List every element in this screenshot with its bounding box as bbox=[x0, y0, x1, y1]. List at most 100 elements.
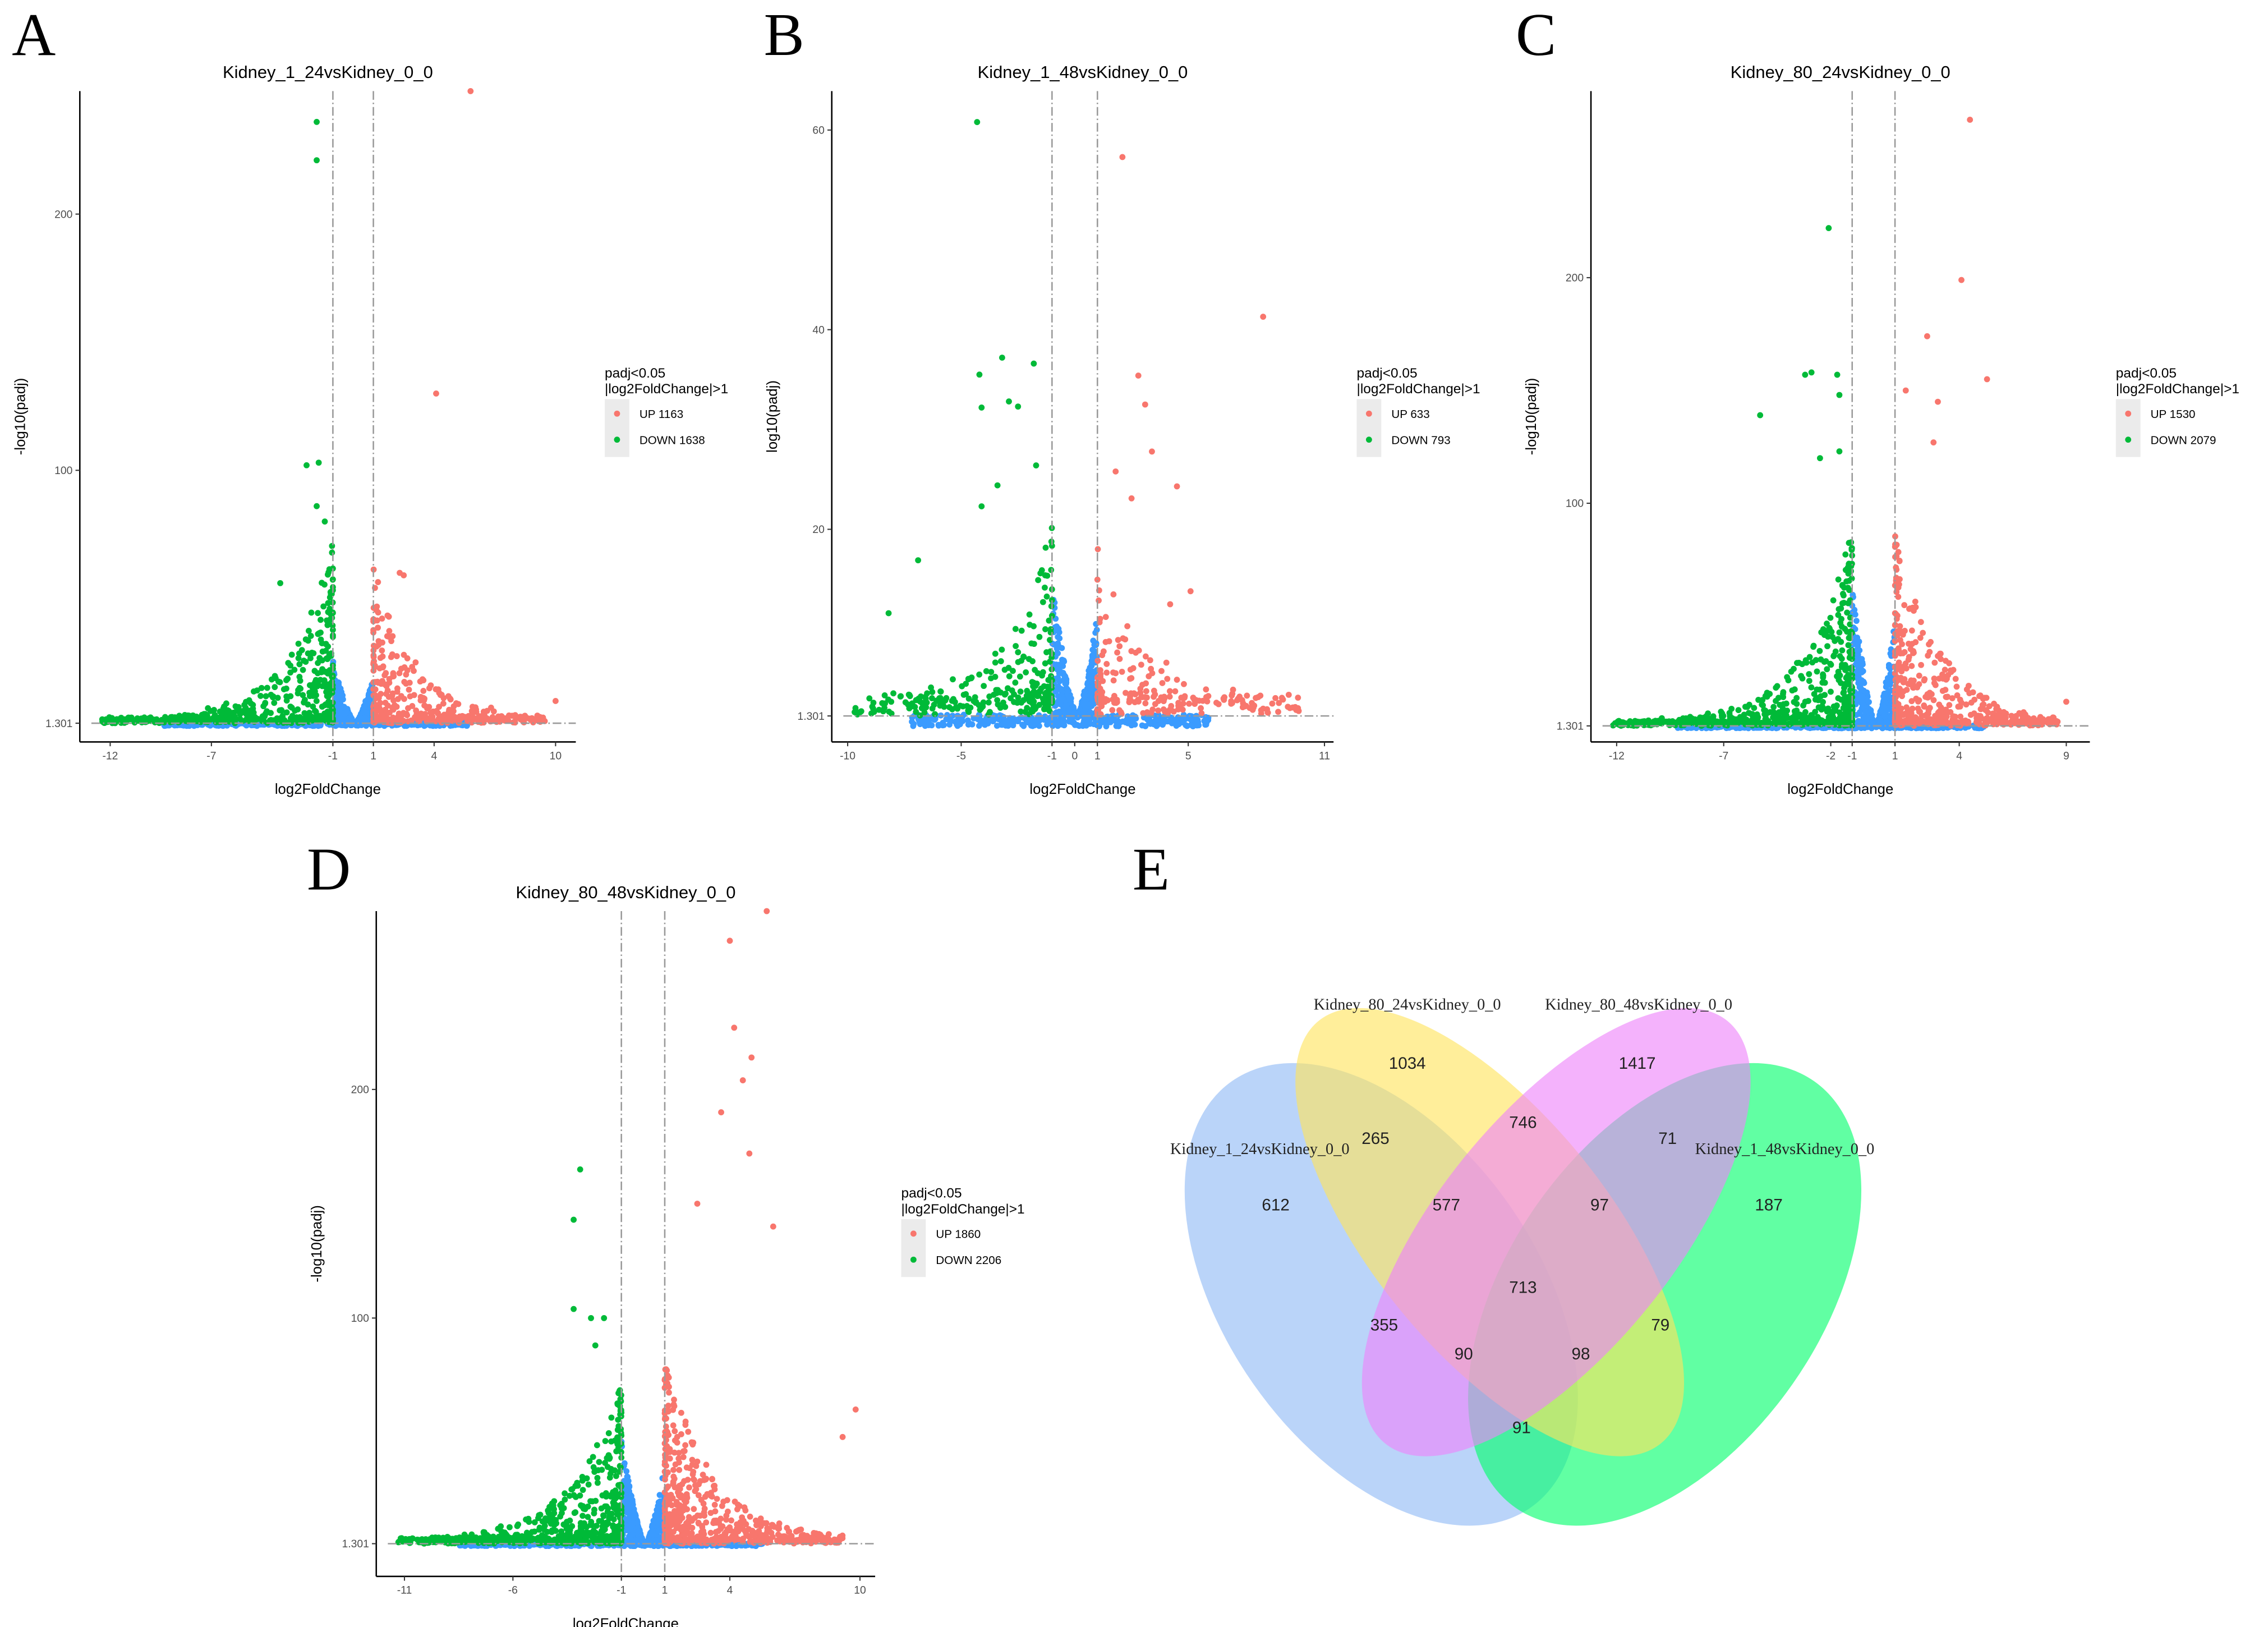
point-up bbox=[1251, 702, 1258, 709]
point-down bbox=[1041, 696, 1047, 702]
y-tick-label: 1.301 bbox=[797, 711, 824, 723]
point-up-outlier bbox=[433, 390, 439, 397]
point-up bbox=[1103, 669, 1110, 676]
legend-down-marker bbox=[1365, 436, 1372, 443]
point-down bbox=[109, 718, 116, 724]
point-down bbox=[1820, 672, 1827, 679]
point-up bbox=[1243, 702, 1249, 709]
point-up bbox=[1926, 649, 1933, 655]
y-tick-label: 1.301 bbox=[45, 718, 72, 730]
point-down-outlier bbox=[1825, 225, 1832, 231]
point-down bbox=[957, 702, 964, 709]
point-up bbox=[1953, 683, 1960, 690]
point-down bbox=[312, 688, 318, 695]
point-down bbox=[1047, 626, 1054, 633]
point-down bbox=[283, 709, 290, 716]
point-down bbox=[1770, 714, 1777, 721]
point-down-outlier bbox=[974, 119, 981, 125]
point-down bbox=[1838, 696, 1844, 703]
point-ns bbox=[1056, 644, 1062, 650]
point-up bbox=[407, 693, 413, 700]
point-up bbox=[375, 609, 381, 616]
point-up bbox=[1921, 677, 1927, 684]
point-ns bbox=[1093, 627, 1100, 633]
x-tick-label: -1 bbox=[328, 750, 338, 762]
point-down bbox=[307, 655, 314, 661]
point-ns bbox=[1862, 709, 1869, 715]
point-down bbox=[321, 668, 328, 675]
point-up-outlier bbox=[1149, 448, 1155, 455]
point-up bbox=[1181, 681, 1187, 687]
point-up bbox=[1995, 714, 2002, 720]
point-ns bbox=[967, 720, 973, 727]
point-down bbox=[1012, 679, 1019, 686]
point-up bbox=[389, 633, 396, 640]
point-ns bbox=[363, 723, 370, 729]
point-ns bbox=[1857, 709, 1863, 715]
point-up bbox=[1931, 659, 1938, 666]
point-ns bbox=[334, 700, 341, 707]
legend-subtitle: |log2FoldChange|>1 bbox=[605, 382, 728, 397]
point-up bbox=[384, 633, 390, 640]
point-down bbox=[1705, 710, 1712, 717]
point-up bbox=[1099, 652, 1106, 659]
x-tick-label: -1 bbox=[1047, 750, 1057, 762]
x-axis-label: log2FoldChange bbox=[1787, 782, 1893, 797]
point-up bbox=[1095, 681, 1102, 687]
point-down bbox=[1762, 707, 1769, 714]
point-down bbox=[314, 670, 321, 677]
x-tick-label: -1 bbox=[1847, 750, 1857, 762]
point-down-outlier bbox=[315, 459, 322, 466]
point-down-outlier bbox=[1031, 360, 1037, 367]
point-up-outlier bbox=[467, 88, 474, 94]
point-ns bbox=[1877, 708, 1884, 715]
legend-up-label: UP 633 bbox=[1391, 408, 1429, 421]
point-up bbox=[1970, 689, 1976, 696]
point-ns bbox=[1131, 721, 1138, 728]
point-up bbox=[1906, 709, 1913, 715]
point-ns bbox=[1202, 721, 1208, 728]
point-down bbox=[907, 693, 913, 700]
point-down-outlier bbox=[885, 610, 892, 617]
point-down bbox=[981, 683, 987, 690]
point-down bbox=[1783, 700, 1789, 707]
point-down bbox=[995, 701, 1001, 708]
point-ns bbox=[940, 722, 946, 729]
point-down bbox=[271, 700, 278, 706]
point-down bbox=[871, 709, 877, 715]
point-down bbox=[1830, 703, 1837, 710]
point-down bbox=[1770, 704, 1777, 710]
point-up bbox=[1094, 576, 1101, 583]
point-down-outlier bbox=[1757, 412, 1764, 419]
point-up bbox=[1893, 564, 1899, 571]
point-ns bbox=[338, 716, 344, 723]
point-down bbox=[208, 716, 214, 723]
point-down bbox=[323, 684, 329, 690]
legend-key-background bbox=[2115, 399, 2141, 457]
point-down bbox=[928, 684, 934, 691]
point-up bbox=[2016, 710, 2023, 716]
point-up bbox=[411, 668, 417, 674]
point-down bbox=[1838, 615, 1844, 622]
point-down bbox=[1043, 593, 1050, 600]
point-up bbox=[427, 682, 434, 689]
point-down bbox=[1798, 719, 1805, 725]
panel-letter: C bbox=[1516, 2, 1556, 68]
point-down bbox=[1039, 599, 1046, 605]
point-up bbox=[1946, 702, 1953, 709]
point-down bbox=[128, 714, 135, 721]
point-up bbox=[2048, 718, 2054, 725]
volcano-plot-D: -11 -6 -1 1 4 101.301100200Kidney_80_48vsKidn… bbox=[309, 883, 1025, 1627]
point-up bbox=[1236, 693, 1243, 700]
point-down bbox=[1820, 629, 1827, 636]
point-down bbox=[1806, 671, 1812, 677]
point-up bbox=[1290, 704, 1296, 711]
point-down bbox=[1819, 703, 1825, 710]
point-down bbox=[295, 655, 302, 661]
point-up bbox=[1995, 719, 2002, 726]
point-up bbox=[1178, 695, 1185, 701]
point-up bbox=[521, 715, 527, 721]
point-ns bbox=[1864, 689, 1870, 696]
point-down bbox=[218, 715, 225, 721]
